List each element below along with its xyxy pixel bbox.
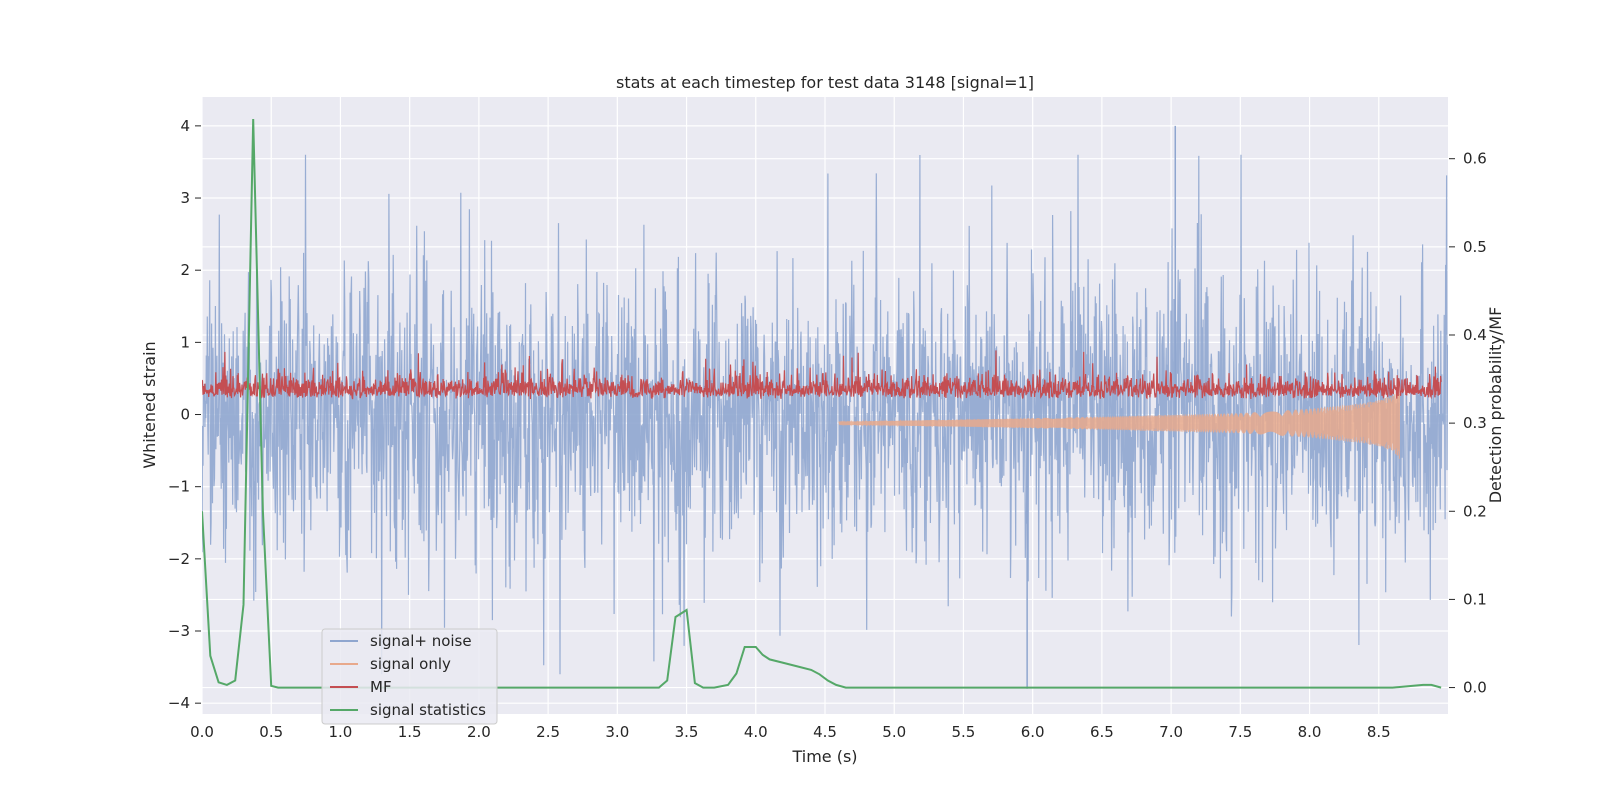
legend-label-signal-statistics: signal statistics — [370, 701, 486, 719]
y2-tick-label: 0.0 — [1463, 679, 1487, 697]
y-tick-label: −2 — [168, 550, 190, 568]
y2-tick-label: 0.3 — [1463, 414, 1487, 432]
x-tick-label: 4.5 — [813, 723, 837, 741]
legend-label-signal-only: signal only — [370, 655, 451, 673]
x-tick-label: 3.5 — [675, 723, 699, 741]
x-tick-label: 6.5 — [1090, 723, 1114, 741]
x-tick-label: 1.5 — [398, 723, 422, 741]
y-axis-right-label: Detection probability/MF — [1486, 307, 1505, 504]
x-tick-label: 4.0 — [744, 723, 768, 741]
x-tick-label: 3.0 — [605, 723, 629, 741]
x-tick-label: 7.0 — [1159, 723, 1183, 741]
y-tick-label: 0 — [180, 406, 190, 424]
y2-tick-label: 0.4 — [1463, 326, 1487, 344]
y-tick-label: −1 — [168, 478, 190, 496]
x-tick-label: 6.0 — [1021, 723, 1045, 741]
y2-tick-label: 0.2 — [1463, 502, 1487, 520]
legend-box — [321, 628, 498, 725]
x-tick-label: 8.5 — [1367, 723, 1391, 741]
series-signal-only — [838, 388, 1400, 459]
x-tick-label: 2.5 — [536, 723, 560, 741]
series-mf — [202, 350, 1442, 400]
x-tick-label: 2.0 — [467, 723, 491, 741]
y-tick-label: 2 — [180, 261, 190, 279]
series-signal-noise — [202, 154, 1448, 675]
legend-label-mf: MF — [370, 678, 392, 696]
x-tick-label: 5.5 — [952, 723, 976, 741]
series-signal-statistics — [202, 118, 1442, 689]
x-tick-label: 5.0 — [882, 723, 906, 741]
chart-title: stats at each timestep for test data 314… — [616, 73, 1034, 92]
legend-label-signal-noise: signal+ noise — [370, 632, 472, 650]
legend: signal+ noise signal only MF signal stat… — [321, 628, 498, 725]
y-tick-label: −4 — [168, 694, 190, 712]
x-tick-label: 7.5 — [1228, 723, 1252, 741]
y2-tick-label: 0.5 — [1463, 238, 1487, 256]
y2-tick-label: 0.1 — [1463, 590, 1487, 608]
x-tick-label: 0.5 — [259, 723, 283, 741]
y-tick-label: 3 — [180, 189, 190, 207]
x-tick-label: 8.0 — [1298, 723, 1322, 741]
y-tick-label: 4 — [180, 117, 190, 135]
x-tick-label: 0.0 — [190, 723, 214, 741]
x-tick-label: 1.0 — [329, 723, 353, 741]
y-tick-label: 1 — [180, 333, 190, 351]
y-tick-label: −3 — [168, 622, 190, 640]
y2-tick-label: 0.6 — [1463, 150, 1487, 168]
y-axis-label: Whitened strain — [140, 341, 159, 468]
x-axis-label: Time (s) — [791, 747, 857, 766]
